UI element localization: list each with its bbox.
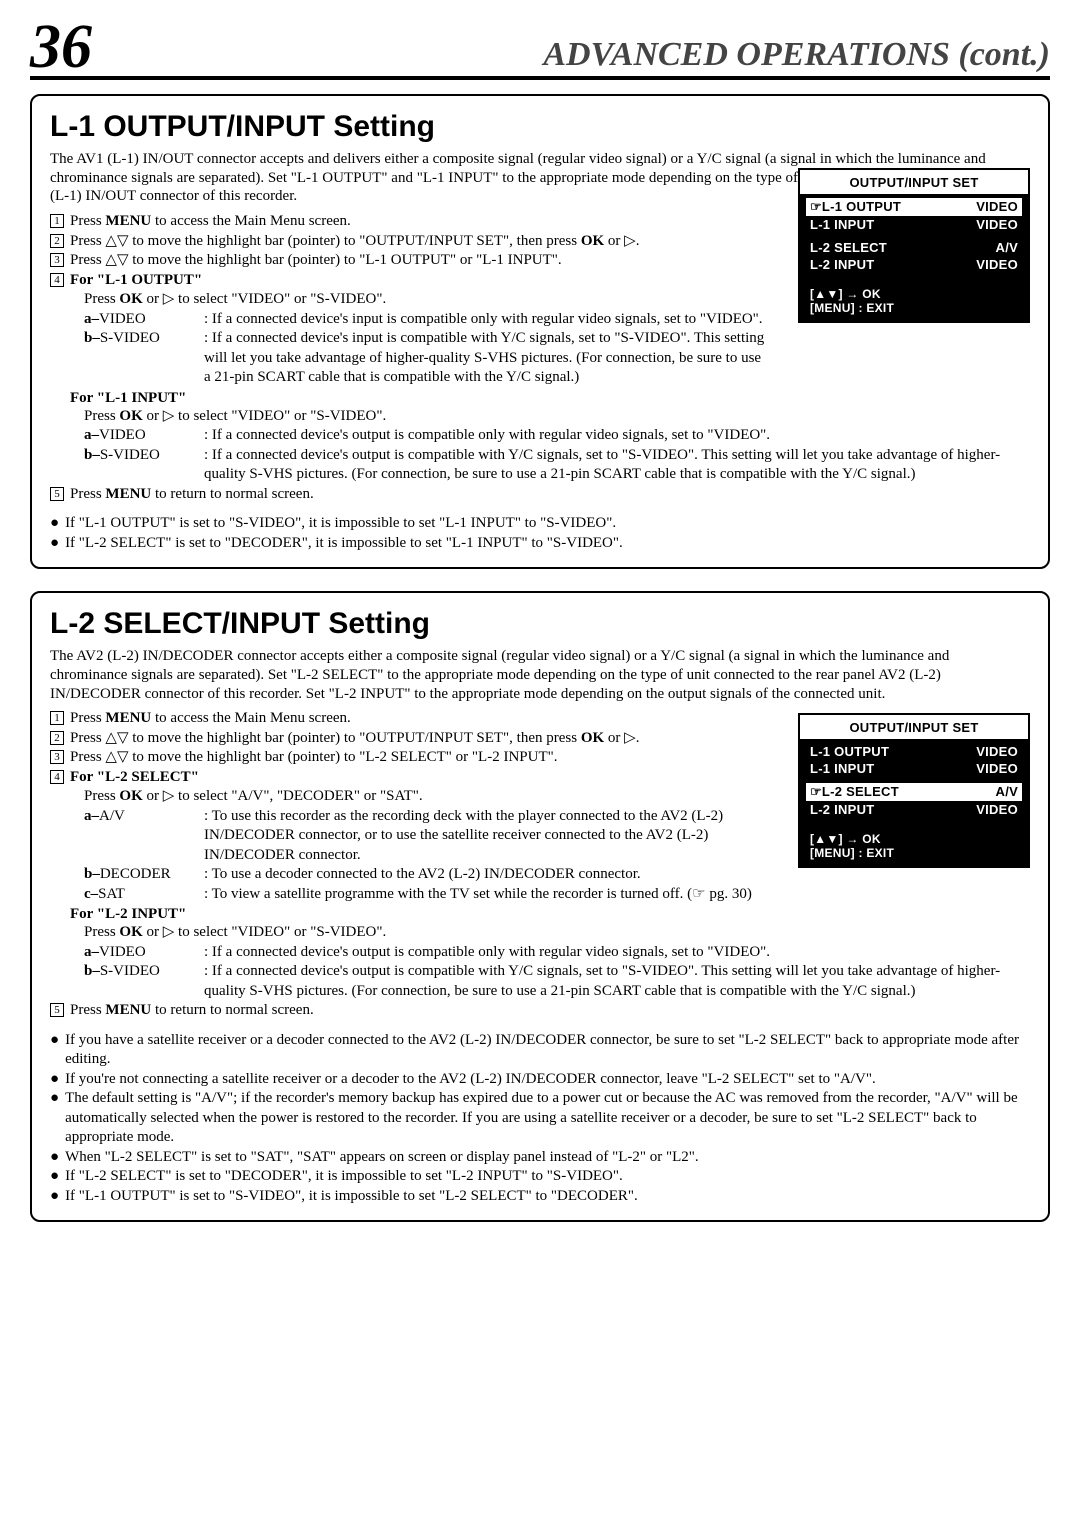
osd-row: L-1 OUTPUTVIDEO [806, 743, 1022, 760]
osd-row: ☞L-2 SELECTA/V [806, 783, 1022, 801]
note: ●If "L-1 OUTPUT" is set to "S-VIDEO", it… [50, 514, 1030, 534]
option-a: a–VIDEO: If a connected device's output … [84, 943, 1030, 963]
intro-text: The AV2 (L-2) IN/DECODER connector accep… [50, 647, 1030, 703]
option-a: a–VIDEO: If a connected device's output … [84, 426, 1030, 446]
section-heading: L-1 OUTPUT/INPUT Setting [50, 110, 1030, 144]
step-num-icon: 5 [50, 1003, 64, 1017]
option-c: c–SAT: To view a satellite programme wit… [84, 885, 1030, 905]
note: ●If you're not connecting a satellite re… [50, 1070, 1030, 1090]
option-b: b–S-VIDEO: If a connected device's input… [84, 329, 1030, 388]
press-select-in: Press OK or ▷ to select "VIDEO" or "S-VI… [84, 407, 1030, 427]
page-number: 36 [30, 20, 92, 76]
osd-body: L-1 OUTPUTVIDEO L-1 INPUTVIDEO ☞L-2 SELE… [800, 739, 1028, 866]
notes: ●If you have a satellite receiver or a d… [50, 1031, 1030, 1207]
step-num-icon: 1 [50, 711, 64, 725]
osd-title: OUTPUT/INPUT SET [800, 715, 1028, 739]
osd-body: ☞L-1 OUTPUTVIDEO L-1 INPUTVIDEO L-2 SELE… [800, 194, 1028, 321]
page-header: 36 ADVANCED OPERATIONS (cont.) [30, 20, 1050, 80]
osd-footer: [▲▼] → OK [MENU] : EXIT [806, 832, 1022, 860]
step-num-icon: 5 [50, 487, 64, 501]
option-b: b–S-VIDEO: If a connected device's outpu… [84, 446, 1030, 485]
note: ●The default setting is "A/V"; if the re… [50, 1089, 1030, 1148]
osd-panel-1: OUTPUT/INPUT SET ☞L-1 OUTPUTVIDEO L-1 IN… [798, 168, 1030, 323]
option-b: b–DECODER: To use a decoder connected to… [84, 865, 1030, 885]
section-l2: OUTPUT/INPUT SET L-1 OUTPUTVIDEO L-1 INP… [30, 591, 1050, 1222]
osd-title: OUTPUT/INPUT SET [800, 170, 1028, 194]
note: ●When "L-2 SELECT" is set to "SAT", "SAT… [50, 1148, 1030, 1168]
osd-row: ☞L-1 OUTPUTVIDEO [806, 198, 1022, 216]
osd-row: L-1 INPUTVIDEO [806, 760, 1022, 777]
step-num-icon: 4 [50, 273, 64, 287]
osd-row: L-2 INPUTVIDEO [806, 801, 1022, 818]
press-select-in: Press OK or ▷ to select "VIDEO" or "S-VI… [84, 923, 1030, 943]
osd-panel-2: OUTPUT/INPUT SET L-1 OUTPUTVIDEO L-1 INP… [798, 713, 1030, 868]
step-num-icon: 1 [50, 214, 64, 228]
step-num-icon: 3 [50, 253, 64, 267]
for-l2-input: For "L-2 INPUT" [70, 906, 1030, 923]
osd-row: L-2 INPUTVIDEO [806, 256, 1022, 273]
note: ●If "L-2 SELECT" is set to "DECODER", it… [50, 534, 1030, 554]
osd-row: L-1 INPUTVIDEO [806, 216, 1022, 233]
note: ●If "L-2 SELECT" is set to "DECODER", it… [50, 1167, 1030, 1187]
notes: ●If "L-1 OUTPUT" is set to "S-VIDEO", it… [50, 514, 1030, 553]
section-heading: L-2 SELECT/INPUT Setting [50, 607, 1030, 641]
note: ●If you have a satellite receiver or a d… [50, 1031, 1030, 1070]
note: ●If "L-1 OUTPUT" is set to "S-VIDEO", it… [50, 1187, 1030, 1207]
step-5: 5Press MENU to return to normal screen. [50, 485, 1030, 505]
osd-footer: [▲▼] → OK [MENU] : EXIT [806, 287, 1022, 315]
step-5: 5Press MENU to return to normal screen. [50, 1001, 1030, 1021]
section-l1: OUTPUT/INPUT SET ☞L-1 OUTPUTVIDEO L-1 IN… [30, 94, 1050, 569]
step-num-icon: 3 [50, 750, 64, 764]
for-l1-input: For "L-1 INPUT" [70, 390, 1030, 407]
step-num-icon: 2 [50, 731, 64, 745]
option-b: b–S-VIDEO: If a connected device's outpu… [84, 962, 1030, 1001]
osd-row: L-2 SELECTA/V [806, 239, 1022, 256]
step-num-icon: 4 [50, 770, 64, 784]
header-title: ADVANCED OPERATIONS (cont.) [543, 36, 1050, 76]
step-num-icon: 2 [50, 234, 64, 248]
